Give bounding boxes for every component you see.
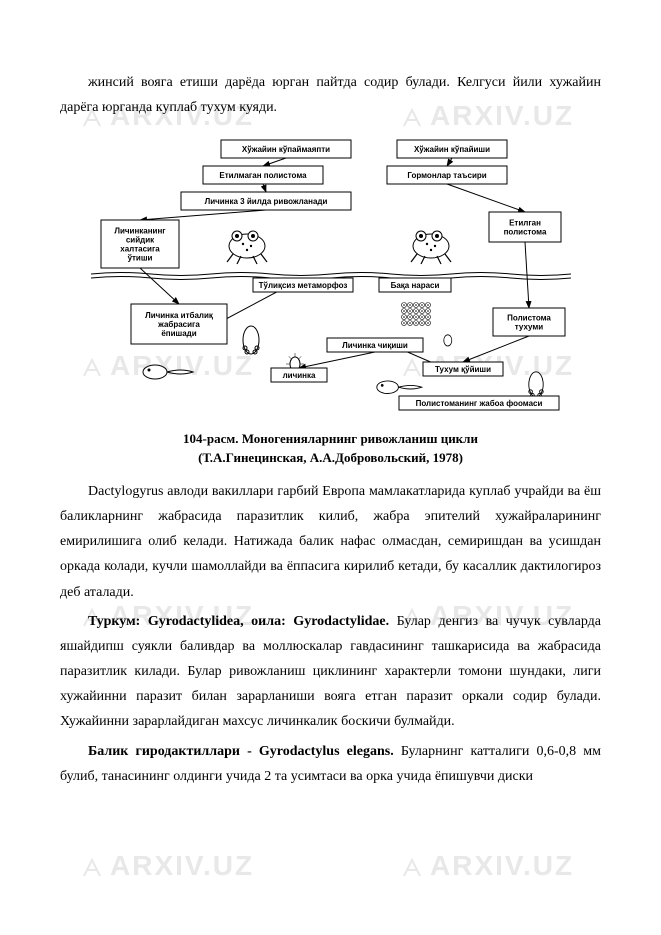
watermark-text: ARXIV.UZ [110, 850, 254, 881]
svg-text:сийдик: сийдик [125, 236, 154, 245]
svg-text:личинка: личинка [282, 371, 315, 380]
svg-text:Хўжайин кўпаймаяпти: Хўжайин кўпаймаяпти [241, 145, 329, 154]
svg-text:Етилган: Етилган [509, 219, 541, 228]
watermark-logo-icon [80, 856, 104, 880]
paragraph-3-rest: Булар денгиз ва чучук сувларда яшайдипш … [60, 614, 601, 730]
watermark: ARXIV.UZ [80, 850, 254, 882]
lifecycle-diagram: Хўжайин кўпаймаяпти Хўжайин кўпайиши Етилм… [91, 132, 571, 422]
svg-text:Тўлиқсиз метаморфоз: Тўлиқсиз метаморфоз [258, 281, 347, 290]
svg-text:Тухум қўйиши: Тухум қўйиши [434, 365, 490, 374]
svg-text:ёпишади: ёпишади [161, 329, 196, 338]
paragraph-2: Dactylogyrus авлоди вакиллари гарбий Евр… [60, 479, 601, 605]
svg-text:Бақа нараси: Бақа нараси [390, 281, 439, 290]
svg-text:Личинка чиқиши: Личинка чиқиши [342, 341, 408, 350]
svg-text:полистома: полистома [503, 228, 546, 237]
figure-caption: 104-расм. Моногенияларнинг ривожланиш ци… [60, 430, 601, 466]
svg-text:Хўжайин кўпайиши: Хўжайин кўпайиши [413, 145, 489, 154]
paragraph-3-bold: Туркум: Gyrodactylidea, оила: Gyrodactyl… [88, 614, 389, 629]
paragraph-3: Туркум: Gyrodactylidea, оила: Gyrodactyl… [60, 609, 601, 735]
caption-line-1: 104-расм. Моногенияларнинг ривожланиш ци… [60, 430, 601, 448]
svg-text:халтасига: халтасига [120, 245, 160, 254]
diagram-svg: Хўжайин кўпаймаяпти Хўжайин кўпайиши Етилм… [91, 132, 571, 422]
paragraph-4: Балик гиродактиллари - Gyrodactylus eleg… [60, 739, 601, 789]
svg-text:Полистома: Полистома [507, 314, 551, 323]
svg-text:тухуми: тухуми [514, 323, 542, 332]
svg-text:Личинка итбалиқ: Личинка итбалиқ [145, 311, 213, 320]
svg-text:жабрасига: жабрасига [157, 320, 200, 329]
svg-text:Полистоманинг жабоа фоомаси: Полистоманинг жабоа фоомаси [415, 399, 542, 408]
paragraph-1: жинсий вояга етиши дарёда юрган пайтда с… [60, 70, 601, 120]
svg-text:ўтиши: ўтиши [127, 254, 152, 263]
svg-text:Гормонлар таъсири: Гормонлар таъсири [407, 171, 486, 180]
watermark: ARXIV.UZ [400, 850, 574, 882]
svg-text:Личинка 3 йилда ривожланади: Личинка 3 йилда ривожланади [204, 197, 327, 206]
paragraph-4-bold: Балик гиродактиллари - Gyrodactylus eleg… [88, 744, 394, 759]
watermark-text: ARXIV.UZ [430, 850, 574, 881]
watermark-logo-icon [400, 856, 424, 880]
caption-line-2: (Т.А.Гинецинская, А.А.Добровольский, 197… [60, 449, 601, 467]
svg-text:Етилмаган полистома: Етилмаган полистома [219, 171, 307, 180]
page-content: жинсий вояга етиши дарёда юрган пайтда с… [0, 0, 661, 833]
svg-text:Личинканинг: Личинканинг [114, 227, 166, 236]
